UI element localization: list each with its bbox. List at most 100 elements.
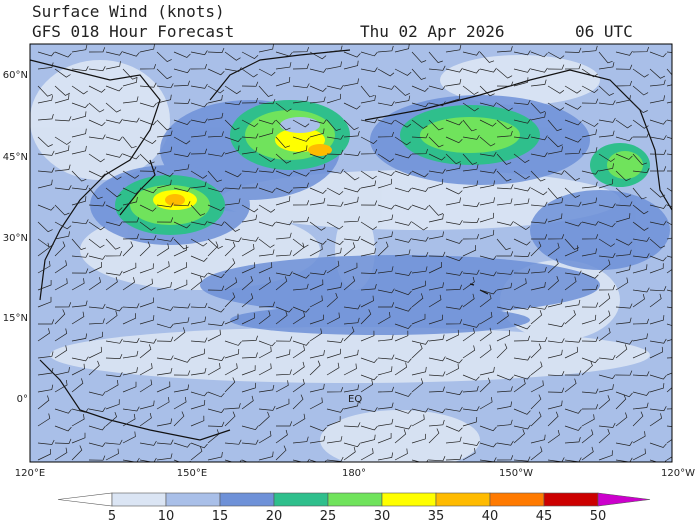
wind-barb — [496, 310, 509, 325]
wind-barb — [156, 179, 172, 189]
lat-label: 15°N — [3, 313, 28, 324]
wind-barb — [411, 459, 429, 462]
wind-barb — [615, 80, 633, 87]
wind-barb — [615, 457, 633, 462]
wind-barb — [122, 367, 138, 376]
wind-barb — [241, 243, 255, 257]
wind-barb — [530, 112, 546, 121]
wind-barb — [428, 136, 444, 148]
wind-barb — [513, 268, 531, 274]
wind-barb — [37, 413, 51, 427]
wind-barb — [564, 85, 582, 94]
wind-barb — [88, 119, 106, 127]
wind-barb — [88, 66, 106, 72]
wind-barb — [649, 346, 663, 359]
wind-barb — [258, 99, 276, 105]
wind-barb — [173, 327, 186, 342]
wind-barb — [377, 288, 395, 294]
wind-barb — [513, 335, 531, 342]
wind-barb — [224, 170, 242, 178]
wind-barb — [54, 231, 70, 240]
wind-barb — [105, 118, 123, 124]
wind-barb — [224, 292, 236, 308]
wind-barb — [190, 415, 205, 427]
wind-barb — [190, 50, 208, 56]
wind-barb — [258, 340, 276, 347]
wind-barb — [377, 178, 393, 189]
wind-barb — [71, 432, 86, 444]
wind-barb — [224, 237, 242, 243]
wind-barb — [54, 145, 70, 155]
wind-barb — [54, 447, 68, 461]
wind-barb — [173, 98, 191, 104]
wind-barb — [275, 429, 288, 444]
wind-barb — [411, 339, 429, 345]
wind-barb — [207, 391, 225, 398]
wind-barb — [275, 306, 293, 313]
wind-barb — [275, 136, 291, 148]
colorbar-under — [57, 492, 113, 507]
colorbar-bin — [489, 492, 545, 507]
wind-barb — [190, 337, 208, 343]
wind-barb — [581, 147, 598, 155]
wind-barb — [513, 238, 531, 246]
wind-barb — [598, 62, 615, 70]
wind-barb — [547, 338, 565, 344]
wind-barb — [190, 118, 208, 124]
wind-barb — [445, 270, 463, 276]
wind-barb — [122, 303, 140, 309]
wind-barb — [343, 151, 361, 156]
wind-barb — [360, 148, 378, 155]
wind-barb — [547, 411, 559, 427]
wind-barb — [649, 220, 667, 226]
wind-barb — [54, 164, 71, 172]
wind-barb — [258, 128, 274, 138]
wind-barb — [343, 102, 361, 110]
wind-barb — [496, 305, 514, 311]
wind-barb — [343, 400, 359, 410]
wind-barb — [71, 311, 85, 325]
wind-barb — [37, 448, 51, 461]
wind-barb — [649, 68, 666, 79]
wind-barb — [394, 391, 412, 397]
wind-barb — [139, 400, 155, 410]
wind-barb — [581, 284, 598, 291]
wind-barb — [190, 102, 208, 108]
wind-barb — [462, 416, 478, 427]
wind-barb — [513, 67, 531, 73]
wind-barb — [241, 425, 259, 430]
wind-barb — [411, 293, 424, 308]
wind-barb — [394, 153, 412, 159]
wind-barb — [37, 85, 53, 97]
wind-barb — [513, 374, 531, 380]
wind-barb — [207, 363, 221, 376]
wind-barb — [326, 436, 343, 444]
wind-barb — [632, 153, 648, 166]
colorbar-bin — [381, 492, 437, 507]
wind-barb — [326, 134, 344, 140]
wind-barb — [666, 439, 672, 444]
wind-barb — [309, 269, 327, 275]
wind-barb — [445, 390, 463, 396]
wind-barb — [122, 431, 136, 444]
wind-barb — [71, 102, 89, 109]
wind-barb — [615, 64, 633, 70]
wind-barb — [105, 379, 119, 393]
wind-barb — [615, 317, 632, 325]
wind-barb — [462, 233, 480, 240]
wind-barb — [292, 63, 310, 70]
wind-barb — [564, 245, 579, 257]
wind-barb — [326, 386, 344, 393]
wind-barb — [564, 299, 581, 308]
wind-barb — [428, 51, 443, 64]
wind-barb — [564, 47, 582, 53]
wind-barb — [173, 119, 191, 126]
wind-barb — [513, 304, 531, 310]
wind-barb — [462, 153, 478, 165]
wind-barb — [309, 360, 321, 376]
wind-barb — [632, 204, 649, 215]
wind-barb — [462, 406, 480, 412]
wind-barb — [411, 133, 429, 139]
wind-barb — [649, 51, 667, 58]
wind-barb — [666, 323, 672, 326]
